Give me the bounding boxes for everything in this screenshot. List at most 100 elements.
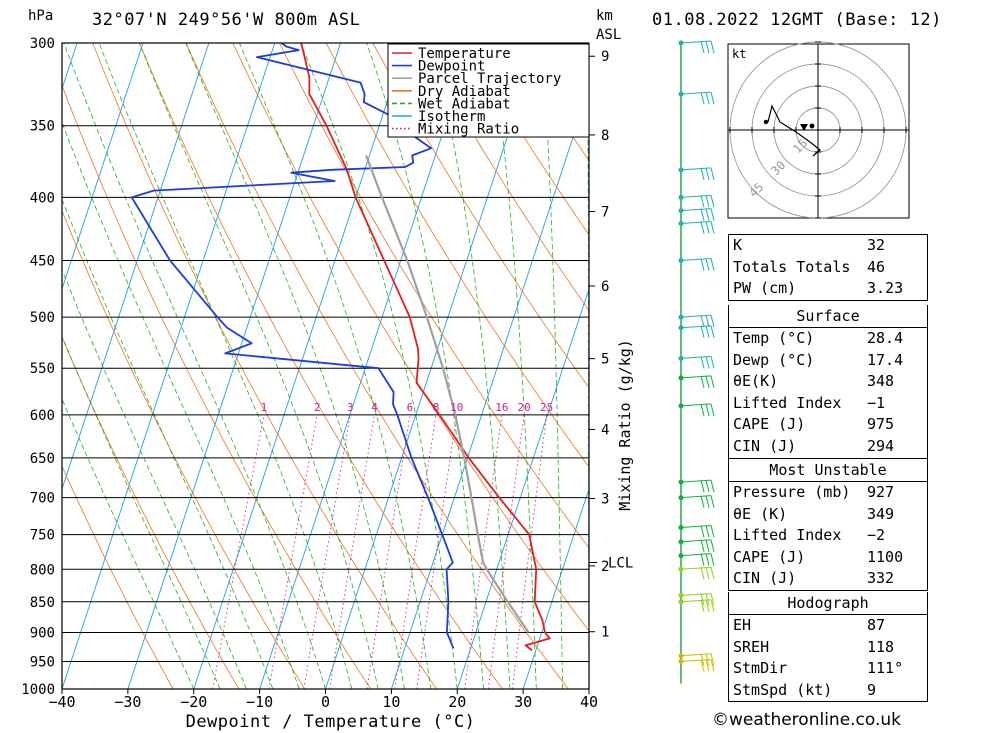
barb-flag	[705, 375, 710, 389]
barb-flag	[705, 539, 710, 552]
mixing-ratio-line	[511, 414, 548, 689]
legend-label: Mixing Ratio	[418, 122, 519, 138]
index-row: θE (K) 349	[729, 504, 927, 526]
pressure-tick-label: 900	[30, 625, 55, 641]
barb-flag	[700, 221, 705, 234]
height-tick-label: 7	[601, 204, 609, 220]
barb-flag	[705, 325, 710, 338]
barb-flag	[705, 479, 710, 493]
wet-adiabat-line	[62, 397, 195, 689]
height-tick-label: 5	[601, 352, 609, 368]
index-value: 332	[867, 569, 895, 588]
barb-flag	[710, 539, 715, 552]
legend-label: Dry Adiabat	[418, 84, 511, 100]
barb-flag	[710, 525, 715, 538]
barb-flag	[700, 92, 705, 105]
mixing-ratio-line	[464, 414, 503, 689]
mixing-ratio-label: 3	[347, 401, 354, 414]
index-label: Dewp (°C)	[733, 350, 815, 369]
index-row: Lifted Index −2	[729, 525, 927, 547]
pressure-tick-label: 600	[30, 408, 55, 424]
index-value: 3.23	[867, 279, 904, 298]
hodograph-trace	[767, 104, 821, 157]
wet-adiabat-line	[138, 43, 379, 689]
index-row: Temp (°C) 28.4	[729, 328, 927, 350]
mixing-ratio-line	[394, 414, 437, 689]
barb-flag	[705, 208, 710, 221]
index-row: Pressure (mb) 927	[729, 482, 927, 504]
barb-flag	[705, 659, 710, 672]
index-row: CIN (J) 294	[729, 436, 927, 458]
x-tick-label: 10	[382, 693, 400, 711]
legend-label: Wet Adiabat	[418, 96, 511, 112]
barb-flag	[710, 593, 715, 606]
index-section-title: Surface	[729, 305, 927, 328]
pressure-tick-label: 700	[30, 491, 55, 507]
mixing-ratio-label: 20	[517, 401, 530, 414]
height-tick-label: 6	[601, 279, 609, 295]
pressure-tick-label: 400	[30, 190, 55, 206]
wind-barbs	[678, 40, 715, 684]
x-tick-label: −40	[48, 693, 75, 711]
pressure-tick-label: 850	[30, 595, 55, 611]
index-row: EH 87	[729, 615, 927, 637]
index-value: 927	[867, 483, 895, 501]
barb-flag	[710, 221, 715, 234]
x-axis-title: Dewpoint / Temperature (°C)	[186, 712, 476, 732]
wet-adiabat-line	[185, 43, 405, 689]
wet-adiabat-line	[542, 43, 563, 689]
dry-adiabat-line	[185, 43, 569, 689]
index-value: 17.4	[867, 350, 904, 369]
height-tick-label: 2	[601, 559, 609, 575]
barb-flag	[700, 325, 705, 338]
barb-flag	[705, 195, 710, 208]
height-unit-sublabel: ASL	[596, 27, 621, 43]
barb-flag	[700, 553, 705, 566]
barb-flag	[705, 221, 710, 234]
index-label: SREH	[733, 637, 770, 656]
pressure-tick-label: 650	[30, 451, 55, 467]
mixing-ratio-label: 4	[371, 401, 378, 414]
barb-flag	[710, 479, 715, 493]
barb-flag	[700, 495, 705, 508]
dry-adiabat-line	[419, 43, 589, 312]
pressure-tick-label: 950	[30, 654, 55, 670]
mixing-ratio-label: 2	[314, 401, 321, 414]
isotherm-line	[456, 287, 589, 689]
index-label: Temp (°C)	[733, 329, 815, 347]
index-value: 349	[867, 504, 895, 523]
barb-flag	[705, 403, 710, 417]
index-row: StmSpd (kt) 9	[729, 680, 927, 702]
barb-flag	[705, 599, 710, 612]
height-tick-label: 8	[601, 128, 609, 144]
barb-flag	[705, 258, 710, 271]
x-tick-label: −10	[246, 693, 273, 711]
index-value: 9	[867, 680, 877, 699]
barb-flag	[705, 495, 710, 508]
barb-flag	[710, 195, 715, 208]
index-row: StmDir 111°	[729, 658, 927, 680]
mixing-ratio-label: 6	[407, 401, 414, 414]
barb-flag	[700, 356, 705, 369]
index-label: CAPE (J)	[733, 415, 806, 434]
indices-hodograph: Hodograph EH 87 SREH 118 StmDir 111° StmSpd (kt…	[728, 592, 928, 703]
barb-flag	[705, 553, 710, 566]
barb-flag	[705, 314, 710, 328]
wet-adiabat-line	[63, 43, 326, 689]
series-dewpoint	[130, 43, 455, 649]
isotherm-line	[259, 43, 473, 689]
index-label: Lifted Index	[733, 393, 842, 412]
x-tick-label: −30	[114, 693, 141, 711]
index-section-title: Hodograph	[729, 592, 927, 615]
x-tick-label: 30	[514, 693, 532, 711]
barb-flag	[700, 403, 705, 417]
barb-flag	[705, 593, 710, 606]
barb-flag	[710, 599, 715, 612]
pressure-unit-label: hPa	[28, 8, 53, 24]
mixing-ratio-label: 1	[261, 401, 268, 414]
isotherm-line	[193, 43, 407, 689]
x-tick-label: 40	[580, 693, 598, 711]
barb-flag	[710, 356, 715, 369]
